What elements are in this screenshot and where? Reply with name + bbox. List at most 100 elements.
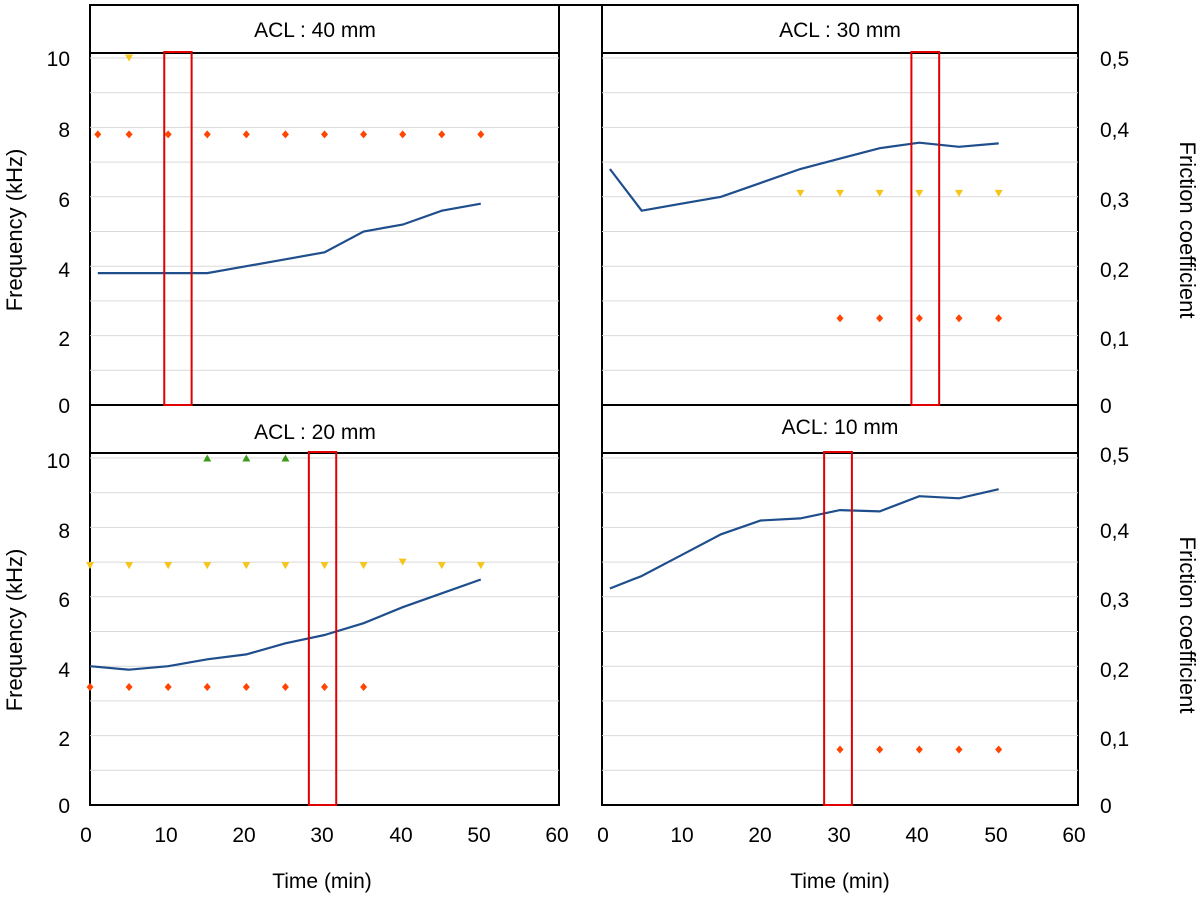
green-triangle-up-marker <box>203 454 212 462</box>
yellow-triangle-down-marker <box>242 562 251 570</box>
yellow-triangle-down-marker <box>281 562 290 570</box>
green-triangle-up-marker <box>242 454 251 462</box>
y-right-tick: 0,4 <box>1100 119 1130 142</box>
y-right-tick: 0,4 <box>1100 520 1130 543</box>
y-left-tick: 2 <box>58 328 70 351</box>
yellow-triangle-down-marker <box>836 189 844 197</box>
y-left-ticks-top: 10 8 6 4 2 0 <box>47 48 71 418</box>
orange-diamond-marker <box>242 130 250 139</box>
x-tick: 60 <box>545 824 568 847</box>
orange-diamond-marker <box>876 745 884 754</box>
y-left-tick: 4 <box>58 259 70 282</box>
x-tick: 50 <box>984 824 1007 847</box>
x-tick: 30 <box>310 824 333 847</box>
plot-layer <box>86 51 1078 806</box>
highlight-window <box>823 451 853 806</box>
yellow-triangle-down-marker <box>359 562 368 570</box>
friction-series-line <box>97 202 481 275</box>
orange-diamond-marker <box>438 130 446 139</box>
yellow-triangle-down-marker <box>164 562 173 570</box>
x-tick: 40 <box>905 824 928 847</box>
orange-diamond-marker <box>915 314 923 323</box>
y-left-label-top: Frequency (kHz) <box>2 149 27 312</box>
x-axis-label-right: Time (min) <box>790 870 890 893</box>
orange-diamond-marker <box>995 314 1003 323</box>
green-triangle-up-marker <box>281 454 290 462</box>
x-tick: 20 <box>748 824 771 847</box>
orange-diamond-marker <box>125 683 133 692</box>
x-tick: 0 <box>80 824 92 847</box>
x-tick: 30 <box>827 824 850 847</box>
orange-diamond-marker <box>477 130 485 139</box>
friction-series-line <box>89 578 482 671</box>
panel-4-header <box>601 404 1079 454</box>
orange-diamond-marker <box>281 130 289 139</box>
orange-diamond-marker <box>360 683 368 692</box>
y-left-tick: 8 <box>58 119 70 142</box>
x-tick: 40 <box>389 824 412 847</box>
orange-diamond-marker <box>836 314 844 323</box>
yellow-triangle-down-marker <box>125 562 134 570</box>
yellow-triangle-down-marker <box>86 562 94 570</box>
orange-diamond-marker <box>281 683 289 692</box>
orange-diamond-marker <box>995 745 1003 754</box>
y-right-tick: 0,5 <box>1100 444 1129 467</box>
panel-1-title: ACL : 40 mm <box>254 19 376 42</box>
friction-series-line <box>609 141 999 212</box>
yellow-triangle-down-marker <box>320 562 329 570</box>
panel-4-title: ACL: 10 mm <box>782 416 899 439</box>
orange-diamond-marker <box>399 130 407 139</box>
orange-diamond-marker <box>836 745 844 754</box>
y-right-tick: 0,2 <box>1100 659 1129 682</box>
y-left-tick: 6 <box>58 189 70 212</box>
x-tick: 60 <box>1062 824 1085 847</box>
y-left-tick: 8 <box>58 520 70 543</box>
yellow-triangle-down-marker <box>955 189 963 197</box>
panel-2-frame <box>601 52 1079 406</box>
x-tick: 10 <box>154 824 177 847</box>
orange-diamond-marker <box>125 130 133 139</box>
highlight-window <box>910 51 941 406</box>
orange-diamond-marker <box>203 683 211 692</box>
y-left-tick: 0 <box>58 395 70 418</box>
y-right-label-top: Friction coefficient <box>1175 142 1200 319</box>
y-left-ticks-bottom: 10 8 6 4 2 0 <box>47 450 71 818</box>
yellow-triangle-down-marker <box>398 558 407 566</box>
friction-series-line <box>609 488 999 590</box>
panel-1-header <box>89 4 560 54</box>
orange-diamond-marker <box>242 683 250 692</box>
yellow-triangle-down-marker <box>994 189 1003 197</box>
y-left-tick: 10 <box>47 450 70 473</box>
y-right-ticks-bottom: 0,5 0,4 0,3 0,2 0,1 0 <box>1100 444 1130 818</box>
panel-2-header <box>601 4 1079 54</box>
y-left-tick: 6 <box>58 589 70 612</box>
orange-diamond-marker <box>876 314 884 323</box>
x-tick: 20 <box>232 824 255 847</box>
y-right-tick: 0,3 <box>1100 589 1129 612</box>
panel-1-frame <box>89 52 560 406</box>
y-right-tick: 0 <box>1100 395 1112 418</box>
orange-diamond-marker <box>164 130 172 139</box>
y-right-tick: 0,5 <box>1100 48 1129 71</box>
orange-diamond-marker <box>955 745 963 754</box>
yellow-triangle-down-marker <box>476 562 485 570</box>
orange-diamond-marker <box>360 130 368 139</box>
y-right-tick: 0,1 <box>1100 328 1129 351</box>
x-ticks-right: 0 10 20 30 40 50 60 <box>597 824 1086 847</box>
panel-2-title: ACL : 30 mm <box>779 19 901 42</box>
yellow-triangle-down-marker <box>796 189 805 197</box>
orange-diamond-marker <box>164 683 172 692</box>
orange-diamond-marker <box>86 683 94 692</box>
y-right-tick: 0,1 <box>1100 728 1129 751</box>
highlight-window <box>307 451 338 806</box>
y-left-tick: 0 <box>58 795 70 818</box>
y-left-tick: 10 <box>47 48 70 71</box>
x-tick: 0 <box>597 824 609 847</box>
y-left-label-bottom: Frequency (kHz) <box>2 549 27 712</box>
orange-diamond-marker <box>321 130 328 139</box>
y-left-tick: 2 <box>58 728 70 751</box>
x-tick: 10 <box>670 824 693 847</box>
yellow-triangle-down-marker <box>203 562 212 570</box>
x-ticks-left: 0 10 20 30 40 50 60 <box>80 824 569 847</box>
